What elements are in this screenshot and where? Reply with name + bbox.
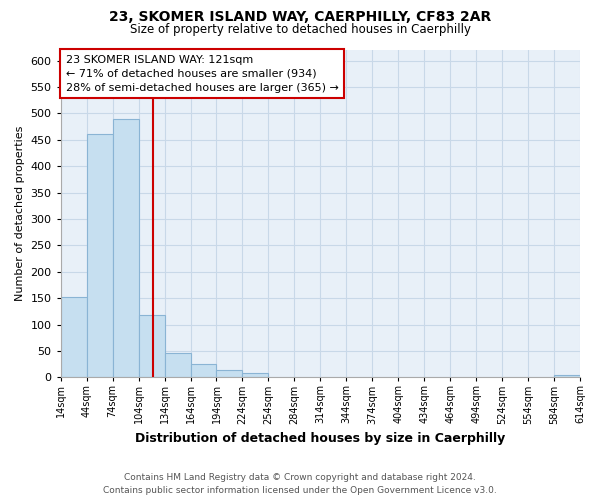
Bar — [164, 352, 191, 378]
Bar — [86, 134, 113, 378]
Bar — [242, 373, 268, 378]
Text: Size of property relative to detached houses in Caerphilly: Size of property relative to detached ho… — [130, 22, 470, 36]
Bar — [139, 315, 164, 378]
Y-axis label: Number of detached properties: Number of detached properties — [15, 126, 25, 302]
Bar — [191, 364, 217, 378]
Text: 23, SKOMER ISLAND WAY, CAERPHILLY, CF83 2AR: 23, SKOMER ISLAND WAY, CAERPHILLY, CF83 … — [109, 10, 491, 24]
Bar — [554, 374, 580, 378]
X-axis label: Distribution of detached houses by size in Caerphilly: Distribution of detached houses by size … — [135, 432, 505, 445]
Bar — [113, 118, 139, 378]
Text: Contains HM Land Registry data © Crown copyright and database right 2024.
Contai: Contains HM Land Registry data © Crown c… — [103, 474, 497, 495]
Bar — [217, 370, 242, 378]
Bar — [61, 296, 86, 378]
Text: 23 SKOMER ISLAND WAY: 121sqm
← 71% of detached houses are smaller (934)
28% of s: 23 SKOMER ISLAND WAY: 121sqm ← 71% of de… — [66, 55, 339, 93]
